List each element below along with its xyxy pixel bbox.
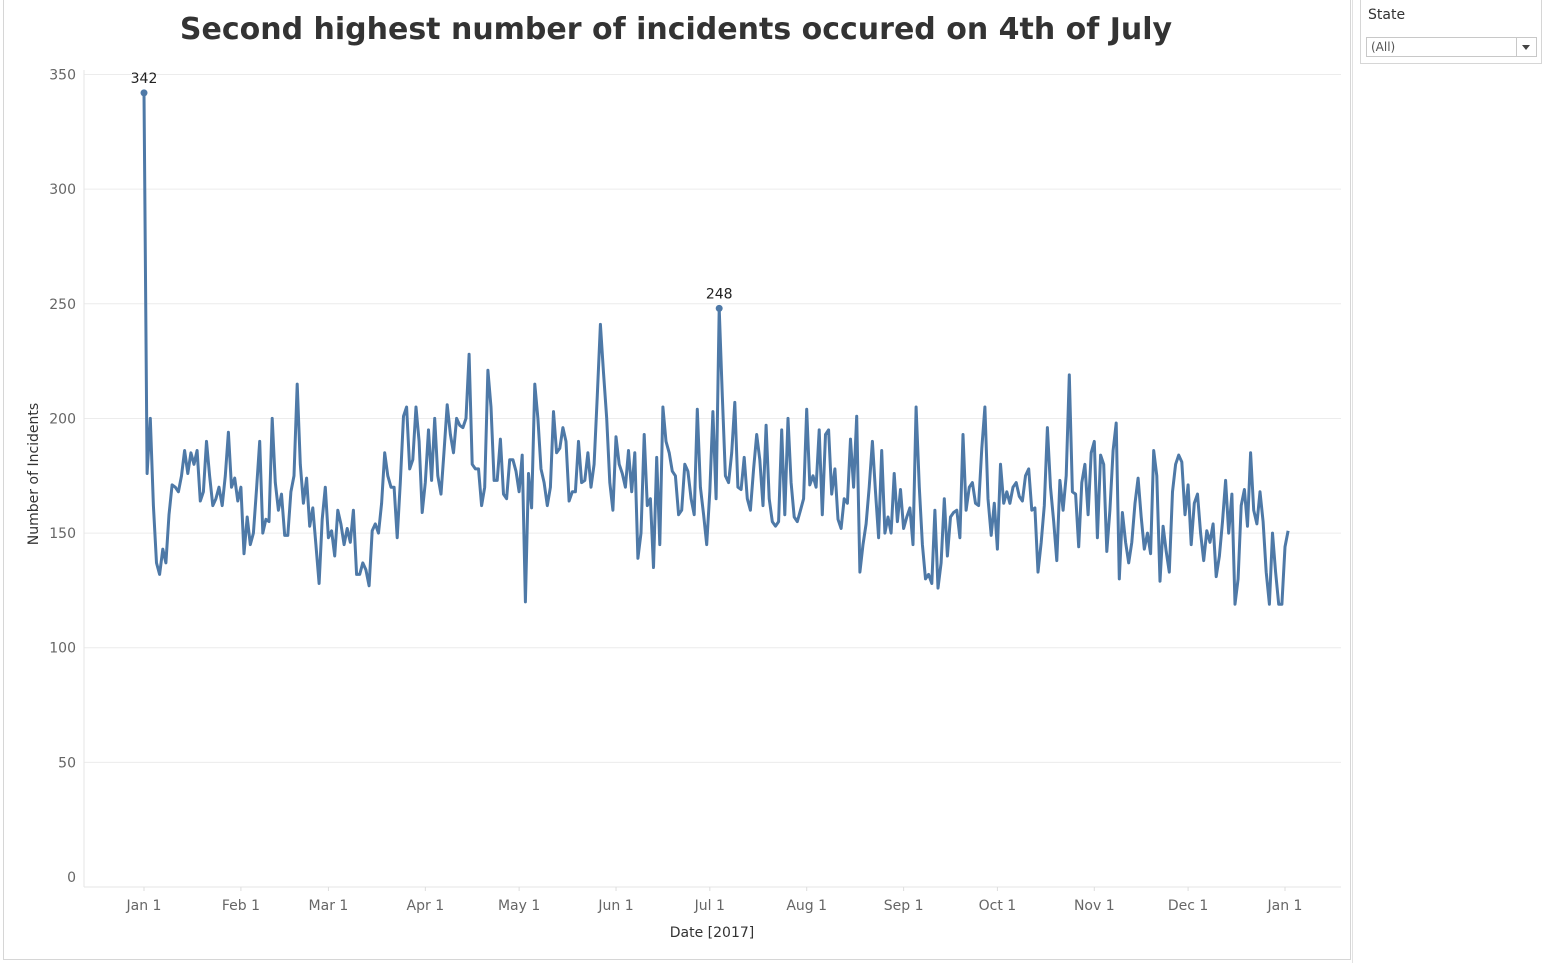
x-tick-label: Dec 1 <box>1168 898 1208 914</box>
x-tick-label: Sep 1 <box>884 898 924 914</box>
x-tick-label: Nov 1 <box>1074 898 1115 914</box>
side-divider <box>1352 0 1353 963</box>
x-tick-label: Jun 1 <box>597 898 633 914</box>
state-filter-value: (All) <box>1371 40 1396 54</box>
x-tick-label: Mar 1 <box>309 898 349 914</box>
x-tick-label: Jan 1 <box>1267 898 1303 914</box>
x-axis-title: Date [2017] <box>670 925 754 941</box>
chart-title: Second highest number of incidents occur… <box>179 12 1173 47</box>
x-tick-label: May 1 <box>498 898 540 914</box>
axes: 0 50 100 150 200 250 300 350 Jan 1 Feb 1 Mar 1 Apr … <box>49 68 1341 914</box>
data-label: 248 <box>706 286 733 302</box>
y-axis-title: Number of Incidents <box>26 403 42 545</box>
y-tick-label: 200 <box>49 411 76 427</box>
y-tick-label: 250 <box>49 297 76 313</box>
y-tick-label: 100 <box>49 641 76 657</box>
series-line <box>142 92 1290 606</box>
y-tick-label: 300 <box>49 182 76 198</box>
x-tick-label: Jul 1 <box>694 898 725 914</box>
series-layer <box>142 92 1290 606</box>
data-label: 342 <box>131 71 158 87</box>
annotation-point <box>140 89 148 97</box>
x-tick-label: Jan 1 <box>126 898 162 914</box>
y-tick-label: 50 <box>58 755 76 771</box>
chevron-down-icon[interactable] <box>1516 38 1536 56</box>
annotation-point <box>715 304 723 312</box>
state-filter-dropdown[interactable]: (All) <box>1366 37 1537 57</box>
state-filter-panel: State (All) <box>1360 0 1542 64</box>
x-tick-label: Oct 1 <box>979 898 1017 914</box>
x-tick-label: Aug 1 <box>786 898 827 914</box>
x-tick-label: Feb 1 <box>222 898 260 914</box>
y-tick-label: 150 <box>49 526 76 542</box>
y-tick-label: 350 <box>49 68 76 84</box>
y-tick-label: 0 <box>67 870 76 886</box>
state-filter-title: State <box>1368 7 1406 23</box>
annotations: 342 248 <box>131 71 733 312</box>
line-chart: 0 50 100 150 200 250 300 350 Jan 1 Feb 1 Mar 1 Apr … <box>26 68 1341 941</box>
x-tick-label: Apr 1 <box>407 898 445 914</box>
